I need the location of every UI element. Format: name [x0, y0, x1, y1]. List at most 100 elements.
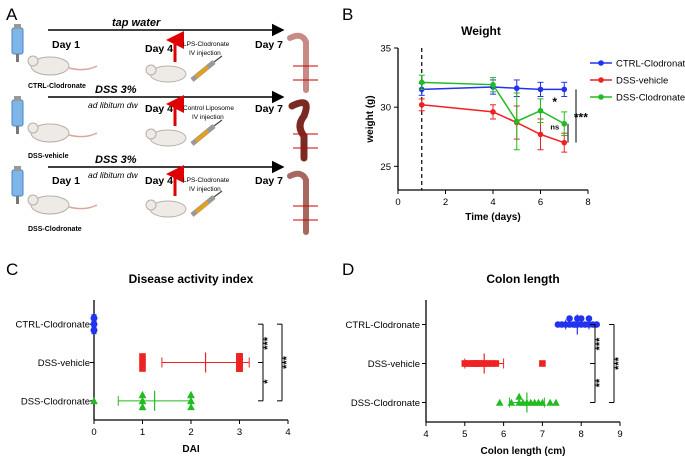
group-label: CTRL-Clodronate — [28, 83, 86, 90]
syringe-icon — [190, 190, 223, 217]
syringe-icon — [190, 55, 223, 82]
x-axis-label: DAI — [182, 444, 199, 455]
data-point — [566, 315, 573, 322]
legend-label: DSS-Clodronate — [616, 93, 685, 104]
chart-title: Colon length — [486, 272, 559, 286]
protocol-row-clodronate: DSS 3% ad libitum dw Day 1 Day 4 LPS-Clo… — [11, 154, 318, 235]
panel-letter-b: B — [342, 5, 353, 24]
day4-label: Day 4 — [145, 175, 173, 187]
panel-letter-c: C — [6, 260, 18, 279]
day4-label: Day 4 — [145, 103, 173, 115]
y-tick-label: 25 — [380, 162, 391, 173]
syringe-icon — [190, 119, 223, 146]
legend-marker — [598, 60, 604, 66]
x-tick-label: 4 — [285, 427, 290, 438]
x-tick-label: 0 — [91, 427, 96, 438]
panel-letter-d: D — [342, 260, 354, 279]
day7-label: Day 7 — [255, 39, 283, 51]
data-point — [539, 360, 546, 367]
mouse-icon — [27, 194, 98, 215]
day7-label: Day 7 — [255, 175, 283, 187]
data-point-cluster — [91, 314, 97, 335]
significance-label: * — [262, 379, 274, 384]
data-point — [495, 398, 504, 406]
significance-label: *** — [262, 336, 274, 350]
data-point — [490, 81, 496, 88]
group-label: DSS-vehicle — [28, 153, 69, 160]
data-point — [187, 391, 195, 399]
data-point — [561, 86, 568, 93]
x-tick-label: 7 — [540, 429, 545, 440]
data-point — [138, 391, 147, 399]
data-point — [236, 365, 243, 372]
data-point — [537, 131, 544, 138]
x-tick-label: 9 — [617, 429, 622, 440]
x-tick-label: 2 — [443, 197, 448, 208]
colon-length-chart: Colon length 4 5 6 7 8 9 Colon length (cm) CTRL-… — [346, 272, 625, 457]
mouse-icon — [27, 122, 98, 143]
water-bottle-icon — [11, 166, 24, 204]
x-tick-label: 1 — [140, 427, 145, 438]
water-bottle-icon — [11, 24, 24, 62]
dss-label: DSS 3% — [95, 84, 137, 96]
water-bottle-icon — [11, 96, 24, 134]
y-tick-label: 35 — [380, 44, 391, 55]
data-point — [552, 398, 560, 406]
significance-label: *** — [613, 356, 625, 370]
colon-icon — [288, 99, 318, 162]
category-label: DSS-vehicle — [38, 358, 90, 369]
significance-label: ** — [594, 378, 606, 387]
injection-label-2: IV injection — [189, 50, 221, 57]
data-point — [490, 109, 496, 115]
data-point — [537, 86, 544, 93]
dai-chart: Disease activity index 0 1 2 3 4 DAI CTRL-Clodr… — [16, 272, 293, 455]
category-label: DSS-Clodronate — [351, 398, 420, 409]
data-point — [513, 118, 520, 125]
y-axis-label: weight (g) — [365, 95, 376, 143]
data-point — [138, 403, 147, 411]
colon-icon — [287, 32, 318, 93]
day1-label: Day 1 — [52, 175, 80, 187]
day7-label: Day 7 — [255, 103, 283, 115]
colon-icon — [287, 170, 318, 235]
protocol-row-vehicle: DSS 3% ad libitum dw Day 4 Control Lipos… — [11, 84, 318, 162]
x-tick-label: 8 — [579, 429, 584, 440]
group-label: DSS-Clodronate — [28, 226, 82, 233]
data-point — [418, 102, 425, 108]
category-label: CTRL-Clodronate — [346, 320, 420, 331]
injection-label-2: IV injection — [192, 114, 224, 121]
mouse-icon — [145, 64, 187, 83]
data-point — [236, 353, 243, 360]
significance-label: *** — [594, 337, 606, 351]
day4-label: Day 4 — [145, 43, 173, 55]
injection-label-1: Control Liposome — [183, 105, 234, 112]
chart-title: Weight — [461, 24, 501, 38]
panel-letter-a: A — [6, 5, 18, 24]
x-tick-label: 6 — [538, 197, 543, 208]
injection-label-1: LPS-Clodronate — [183, 177, 230, 184]
injection-label-2: IV injection — [189, 186, 221, 193]
y-tick-label: 30 — [380, 103, 391, 114]
dss-sublabel: ad libitum dw — [88, 170, 138, 180]
data-point — [513, 85, 520, 92]
data-point — [585, 315, 593, 322]
data-point — [418, 79, 425, 86]
day1-label: Day 1 — [52, 39, 80, 51]
mouse-icon — [27, 55, 98, 76]
x-tick-label: 3 — [237, 427, 242, 438]
data-point — [139, 353, 146, 360]
legend-marker — [598, 94, 604, 100]
x-tick-label: 0 — [395, 197, 400, 208]
data-point — [546, 398, 554, 406]
data-point — [515, 392, 523, 400]
weight-chart: Weight 0 2 4 6 8 25 30 35 Time (days) weight (g) CT… — [365, 24, 685, 223]
x-tick-label: 4 — [423, 429, 428, 440]
data-point — [139, 365, 146, 372]
significance-label: ns — [550, 123, 559, 132]
significance-label: * — [552, 95, 557, 109]
water-label: tap water — [112, 17, 161, 29]
panel-a: A tap water Day 1 Day 4 LPS-Clodronate I… — [6, 5, 318, 235]
category-label: CTRL-Clodronate — [16, 320, 90, 331]
legend-label: CTRL-Clodronate — [616, 59, 685, 70]
data-point — [90, 397, 98, 405]
